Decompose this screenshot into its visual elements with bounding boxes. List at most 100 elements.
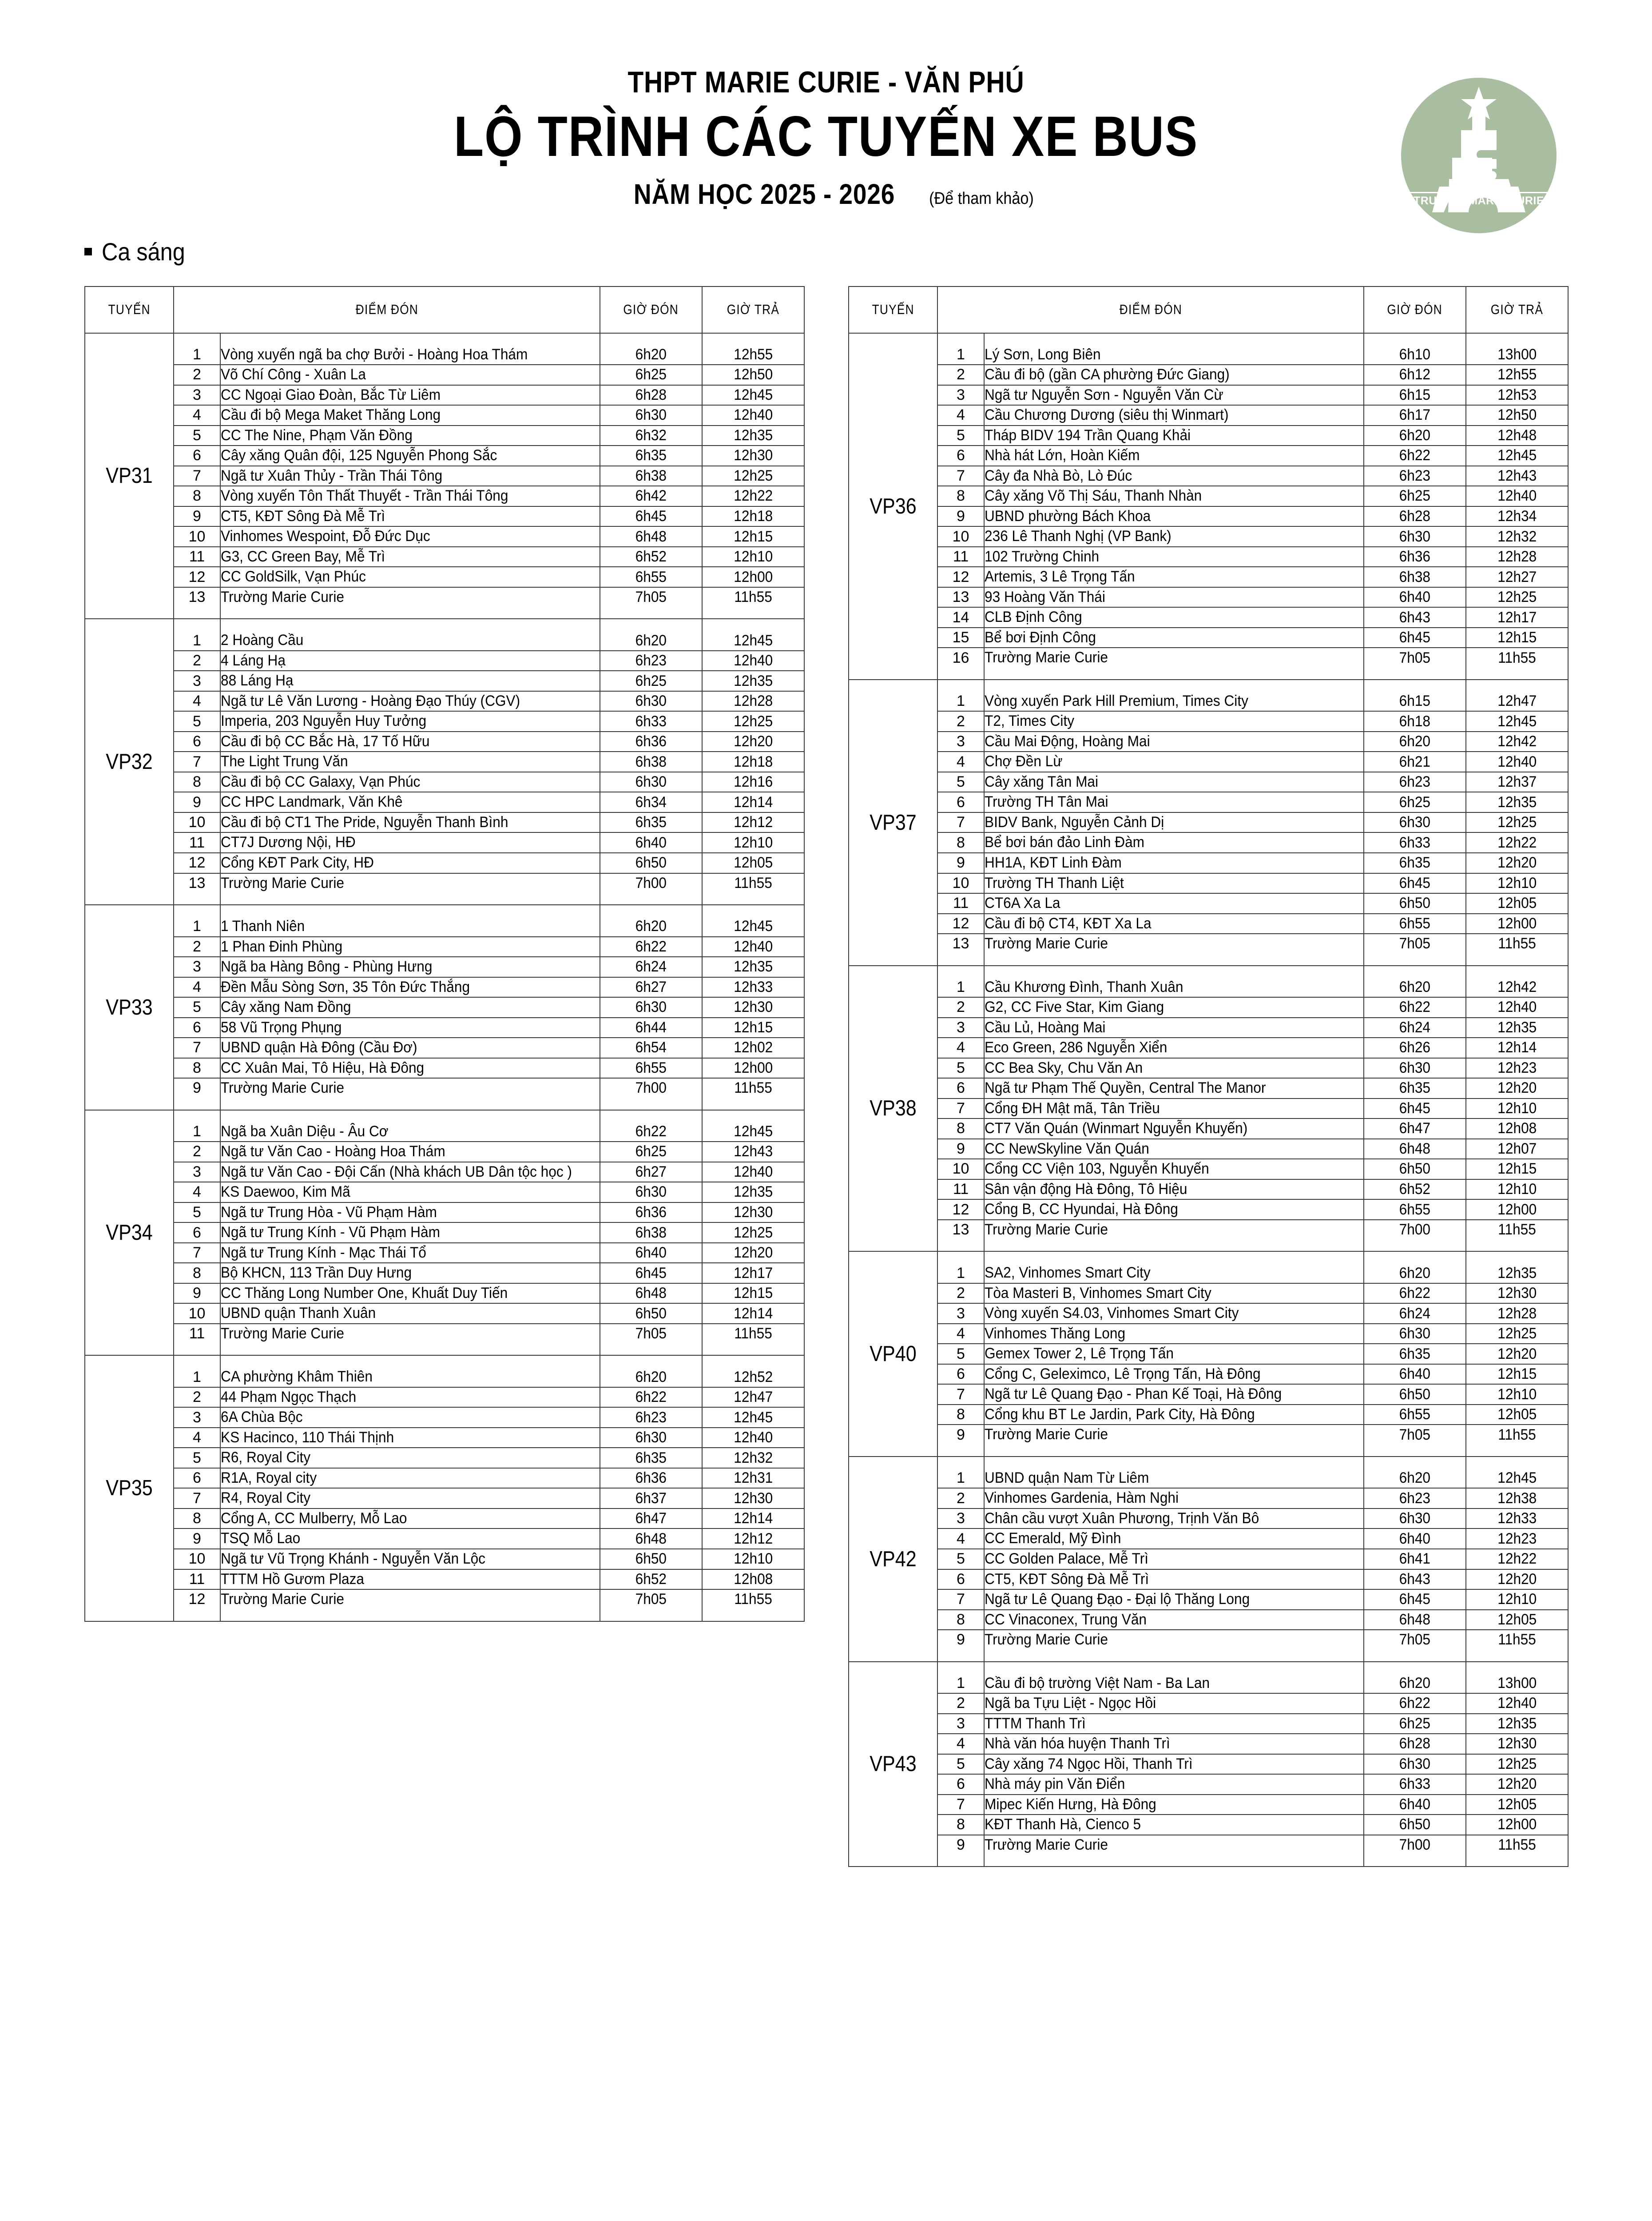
table-row: 8 Cổng khu BT Le Jardin, Park City, Hà Đô… [849, 1404, 1569, 1425]
stop-name-cell: Cầu đi bộ CT4, KĐT Xa La [984, 913, 1364, 935]
dropoff-time-cell: 12h14 [1465, 1037, 1569, 1059]
stop-name-cell: Artemis, 3 Lê Trọng Tấn [984, 566, 1364, 588]
stop-name-cell: CC Emerald, Mỹ Đình [984, 1528, 1364, 1549]
dropoff-time-cell: 12h35 [1465, 1251, 1569, 1284]
dropoff-time-cell: 12h45 [702, 618, 805, 651]
stop-index-cell: 1 [937, 679, 985, 712]
stop-name-cell: KĐT Thanh Hà, Cienco 5 [984, 1814, 1364, 1835]
dropoff-time-cell: 12h00 [702, 1057, 805, 1079]
col-header-stop: ĐIỂM ĐÓN [190, 286, 584, 334]
col-header-route: TUYẾN [88, 286, 171, 334]
stop-name-cell: Bể bơi Định Công [984, 627, 1364, 649]
stop-name-cell: R4, Royal City [220, 1488, 600, 1509]
pickup-time-cell: 7h05 [600, 1589, 703, 1622]
pickup-time-cell: 6h22 [600, 936, 703, 958]
stop-name-cell: CC Ngoại Giao Đoàn, Bắc Từ Liêm [220, 384, 600, 406]
stop-name-cell: Cổng B, CC Hyundai, Hà Đông [984, 1199, 1364, 1220]
route-code-cell: VP34 [84, 1109, 174, 1356]
stop-name-cell: CA phường Khâm Thiên [220, 1355, 600, 1388]
stop-index-cell: 8 [937, 1118, 985, 1139]
pickup-time-cell: 6h45 [600, 1262, 703, 1284]
dropoff-time-cell: 12h05 [1465, 1794, 1569, 1815]
table-row: 4 Đền Mẫu Sòng Sơn, 35 Tôn Đức Thắng 6h27 1… [85, 976, 805, 998]
stop-index-cell: 1 [173, 332, 221, 366]
table-row: 4 KS Hacinco, 110 Thái Thịnh 6h30 12h40 [85, 1427, 805, 1449]
stop-name-cell: KS Daewoo, Kim Mã [220, 1182, 600, 1203]
stop-name-cell: CC NewSkyline Văn Quán [984, 1138, 1364, 1160]
stop-name-cell: Cầu đi bộ Mega Maket Thăng Long [220, 405, 600, 426]
pickup-time-cell: 6h48 [600, 1282, 703, 1304]
stop-index-cell: 7 [173, 1037, 221, 1059]
dropoff-time-cell: 12h00 [702, 566, 805, 588]
stop-index-cell: 13 [173, 872, 221, 906]
table-row: 2 44 Phạm Ngọc Thạch 6h22 12h47 [85, 1386, 805, 1408]
dropoff-time-cell: 12h40 [702, 1427, 805, 1449]
stop-index-cell: 2 [937, 364, 985, 386]
table-row: 5 R6, Royal City 6h35 12h32 [85, 1447, 805, 1469]
dropoff-time-cell: 12h20 [1465, 1568, 1569, 1590]
pickup-time-cell: 6h24 [1363, 1303, 1466, 1324]
pickup-time-cell: 6h41 [1363, 1548, 1466, 1570]
pickup-time-cell: 6h23 [600, 650, 703, 672]
dropoff-time-cell: 12h40 [1465, 486, 1569, 507]
dropoff-time-cell: 12h45 [1465, 711, 1569, 732]
dropoff-time-cell: 12h10 [1465, 1589, 1569, 1610]
stop-index-cell: 3 [173, 1407, 221, 1428]
dropoff-time-cell: 13h00 [1465, 1661, 1569, 1694]
dropoff-time-cell: 12h20 [1465, 1078, 1569, 1099]
dropoff-time-cell: 12h40 [1465, 751, 1569, 772]
stop-name-cell: Vinhomes Gardenia, Hàm Nghi [984, 1488, 1364, 1509]
stop-name-cell: Ngã tư Lê Văn Lương - Hoàng Đạo Thúy (CG… [220, 690, 600, 712]
dropoff-time-cell: 12h23 [1465, 1057, 1569, 1079]
stop-name-cell: Mipec Kiến Hưng, Hà Đông [984, 1794, 1364, 1815]
stop-name-cell: Trường Marie Curie [220, 872, 600, 906]
pickup-time-cell: 6h33 [1363, 832, 1466, 853]
table-row: 9 Trường Marie Curie 7h00 11h55 [849, 1834, 1569, 1867]
dropoff-time-cell: 12h35 [702, 956, 805, 978]
dropoff-time-cell: 12h17 [1465, 607, 1569, 628]
table-row: 6 Ngã tư Phạm Thế Quyền, Central The Mano… [849, 1078, 1569, 1099]
stop-index-cell: 5 [937, 1057, 985, 1079]
stop-name-cell: 58 Vũ Trọng Phụng [220, 1017, 600, 1039]
stop-index-cell: 5 [173, 425, 221, 446]
table-row: 7 Cây đa Nhà Bò, Lò Đúc 6h23 12h43 [849, 465, 1569, 487]
stop-index-cell: 8 [937, 1609, 985, 1631]
schedule-column-left: TUYẾN ĐIỂM ĐÓN GIỜ ĐÓN GIỜ TRẢ VP31 1 Vòng… [84, 286, 805, 1867]
stop-name-cell: BIDV Bank, Nguyễn Cảnh Dị [984, 812, 1364, 833]
pickup-time-cell: 6h20 [1363, 1661, 1466, 1694]
route-group: VP35 1 CA phường Khâm Thiên 6h20 12h52 2 44 Ph… [84, 1355, 805, 1622]
stop-index-cell: 3 [937, 731, 985, 752]
pickup-time-cell: 6h36 [600, 731, 703, 752]
table-row: 2 T2, Times City 6h18 12h45 [849, 711, 1569, 732]
stop-index-cell: 6 [173, 1467, 221, 1489]
stop-index-cell: 1 [937, 965, 985, 998]
stop-name-cell: 6A Chùa Bộc [220, 1407, 600, 1428]
stop-index-cell: 2 [173, 1386, 221, 1408]
table-row: 5 CC Golden Palace, Mễ Trì 6h41 12h22 [849, 1548, 1569, 1570]
stop-name-cell: Ngã tư Trung Kính - Vũ Phạm Hàm [220, 1222, 600, 1243]
dropoff-time-cell: 12h43 [702, 1141, 805, 1162]
col-header-dropoff: GIỜ TRẢ [1469, 286, 1565, 334]
dropoff-time-cell: 12h25 [702, 1222, 805, 1243]
route-code-cell: VP33 [84, 904, 174, 1110]
dropoff-time-cell: 12h33 [702, 976, 805, 998]
stop-name-cell: G2, CC Five Star, Kim Giang [984, 997, 1364, 1018]
pickup-time-cell: 6h36 [600, 1202, 703, 1223]
stop-name-cell: Trường TH Tân Mai [984, 792, 1364, 813]
stop-name-cell: Eco Green, 286 Nguyễn Xiển [984, 1037, 1364, 1059]
pickup-time-cell: 7h05 [1363, 1424, 1466, 1457]
stop-index-cell: 10 [173, 812, 221, 833]
pickup-time-cell: 6h30 [1363, 1057, 1466, 1079]
dropoff-time-cell: 12h47 [702, 1386, 805, 1408]
dropoff-time-cell: 12h14 [702, 1508, 805, 1529]
stop-index-cell: 11 [173, 1568, 221, 1590]
dropoff-time-cell: 12h40 [1465, 1693, 1569, 1714]
stop-name-cell: CC GoldSilk, Vạn Phúc [220, 566, 600, 588]
stop-name-cell: Bộ KHCN, 113 Trần Duy Hưng [220, 1262, 600, 1284]
stop-name-cell: Chợ Đền Lừ [984, 751, 1364, 772]
dropoff-time-cell: 12h40 [702, 936, 805, 958]
shift-label: Ca sáng [84, 237, 1652, 266]
table-row: 10 Vinhomes Wespoint, Đỗ Đức Dục 6h48 12h15 [85, 526, 805, 547]
stop-index-cell: 10 [173, 1548, 221, 1570]
stop-name-cell: Cầu đi bộ CC Galaxy, Vạn Phúc [220, 771, 600, 793]
